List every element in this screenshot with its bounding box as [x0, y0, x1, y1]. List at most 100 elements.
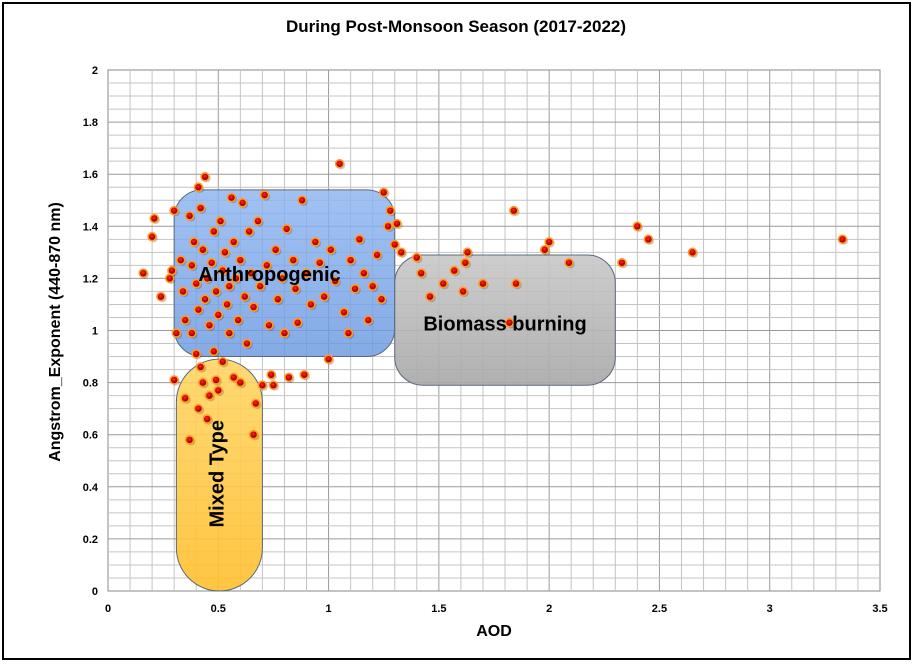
- x-tick-label: 0.5: [211, 603, 226, 615]
- data-point: [383, 221, 393, 232]
- x-tick-label: 2: [546, 603, 552, 615]
- y-axis-label: Angstrom_Exponent (440-870 nm): [47, 202, 64, 462]
- data-point: [246, 268, 257, 278]
- y-tick-label: 1.2: [83, 273, 98, 285]
- data-point: [244, 226, 254, 237]
- data-point: [193, 182, 204, 193]
- y-tick-label: 0.4: [83, 482, 99, 494]
- data-point: [206, 257, 217, 268]
- data-point: [220, 247, 230, 258]
- data-point: [325, 244, 336, 255]
- data-point: [239, 291, 250, 302]
- data-point: [156, 291, 166, 302]
- data-point: [539, 244, 550, 255]
- data-point: [319, 291, 329, 302]
- data-point: [281, 224, 292, 234]
- data-point: [323, 354, 334, 364]
- data-point: [253, 216, 263, 226]
- data-point: [198, 244, 208, 255]
- data-point: [149, 213, 160, 224]
- data-point: [345, 255, 356, 265]
- y-tick-label: 1: [92, 326, 98, 338]
- data-point: [187, 260, 197, 271]
- data-point: [392, 218, 402, 229]
- data-point: [687, 247, 698, 258]
- data-point: [334, 158, 345, 169]
- data-point: [478, 278, 488, 289]
- data-point: [233, 315, 243, 325]
- data-point: [211, 286, 221, 297]
- data-point: [248, 302, 259, 312]
- mixed-type-label: Mixed Type: [207, 420, 229, 527]
- data-point: [209, 346, 219, 357]
- data-point: [213, 310, 224, 320]
- x-tick-label: 1.5: [431, 603, 446, 615]
- x-axis-label: AOD: [476, 623, 512, 640]
- data-point: [191, 349, 202, 359]
- data-point: [438, 278, 449, 289]
- data-point: [204, 320, 215, 331]
- data-point: [191, 278, 202, 289]
- data-point: [204, 390, 215, 401]
- data-point: [175, 255, 186, 265]
- data-point: [198, 377, 208, 388]
- data-point: [215, 216, 226, 226]
- data-point: [178, 286, 188, 297]
- data-point: [314, 257, 325, 268]
- data-point: [202, 414, 213, 424]
- x-tick-label: 3: [767, 603, 773, 615]
- data-point: [202, 273, 213, 284]
- data-point: [195, 362, 206, 372]
- data-point: [228, 237, 239, 247]
- data-point: [266, 369, 277, 380]
- data-points: [138, 158, 849, 446]
- data-point: [292, 317, 303, 328]
- chart-title: During Post-Monsoon Season (2017-2022): [286, 17, 626, 36]
- data-point: [235, 255, 246, 265]
- data-point: [180, 393, 190, 404]
- biomass-burning-region: [394, 254, 616, 386]
- data-point: [167, 265, 177, 276]
- data-point: [359, 268, 369, 278]
- data-point: [189, 237, 199, 247]
- data-point: [169, 205, 179, 216]
- data-point: [195, 203, 206, 213]
- y-tick-label: 1.8: [83, 117, 98, 129]
- data-point: [284, 372, 294, 383]
- data-point: [301, 268, 312, 278]
- data-point: [184, 435, 195, 445]
- data-point: [504, 317, 515, 328]
- data-point: [458, 286, 468, 297]
- data-point: [237, 198, 248, 208]
- data-point: [411, 252, 422, 263]
- data-point: [396, 247, 407, 258]
- data-point: [242, 338, 252, 349]
- data-point: [147, 231, 157, 242]
- y-tick-label: 0.8: [83, 378, 98, 390]
- region-labels: Anthropogenic Biomass burning Mixed Type: [198, 264, 586, 527]
- data-point: [209, 226, 219, 237]
- y-tick-label: 1.6: [83, 169, 98, 181]
- data-point: [509, 205, 519, 216]
- tick-labels: 0 0.5 1 1.5 2 2.5 3 3.5 0 0.2 0.4 0.6 0.8 1 1.2 1.4 1.6 1…: [83, 65, 888, 615]
- data-point: [385, 205, 396, 216]
- data-point: [297, 195, 307, 206]
- data-point: [211, 375, 221, 385]
- data-point: [222, 299, 232, 310]
- data-point: [259, 190, 270, 200]
- x-tick-label: 1: [326, 603, 332, 615]
- data-point: [250, 398, 261, 409]
- data-point: [299, 369, 310, 380]
- x-tick-label: 0: [105, 603, 111, 615]
- anthropogenic-label: Anthropogenic: [198, 264, 340, 286]
- data-point: [193, 304, 204, 315]
- data-point: [268, 380, 279, 391]
- data-point: [224, 328, 235, 338]
- data-point: [217, 356, 228, 367]
- data-point: [425, 291, 435, 302]
- data-point: [643, 234, 654, 245]
- data-point: [138, 268, 149, 278]
- data-point: [617, 257, 627, 268]
- data-point: [378, 187, 389, 198]
- data-point: [343, 328, 354, 338]
